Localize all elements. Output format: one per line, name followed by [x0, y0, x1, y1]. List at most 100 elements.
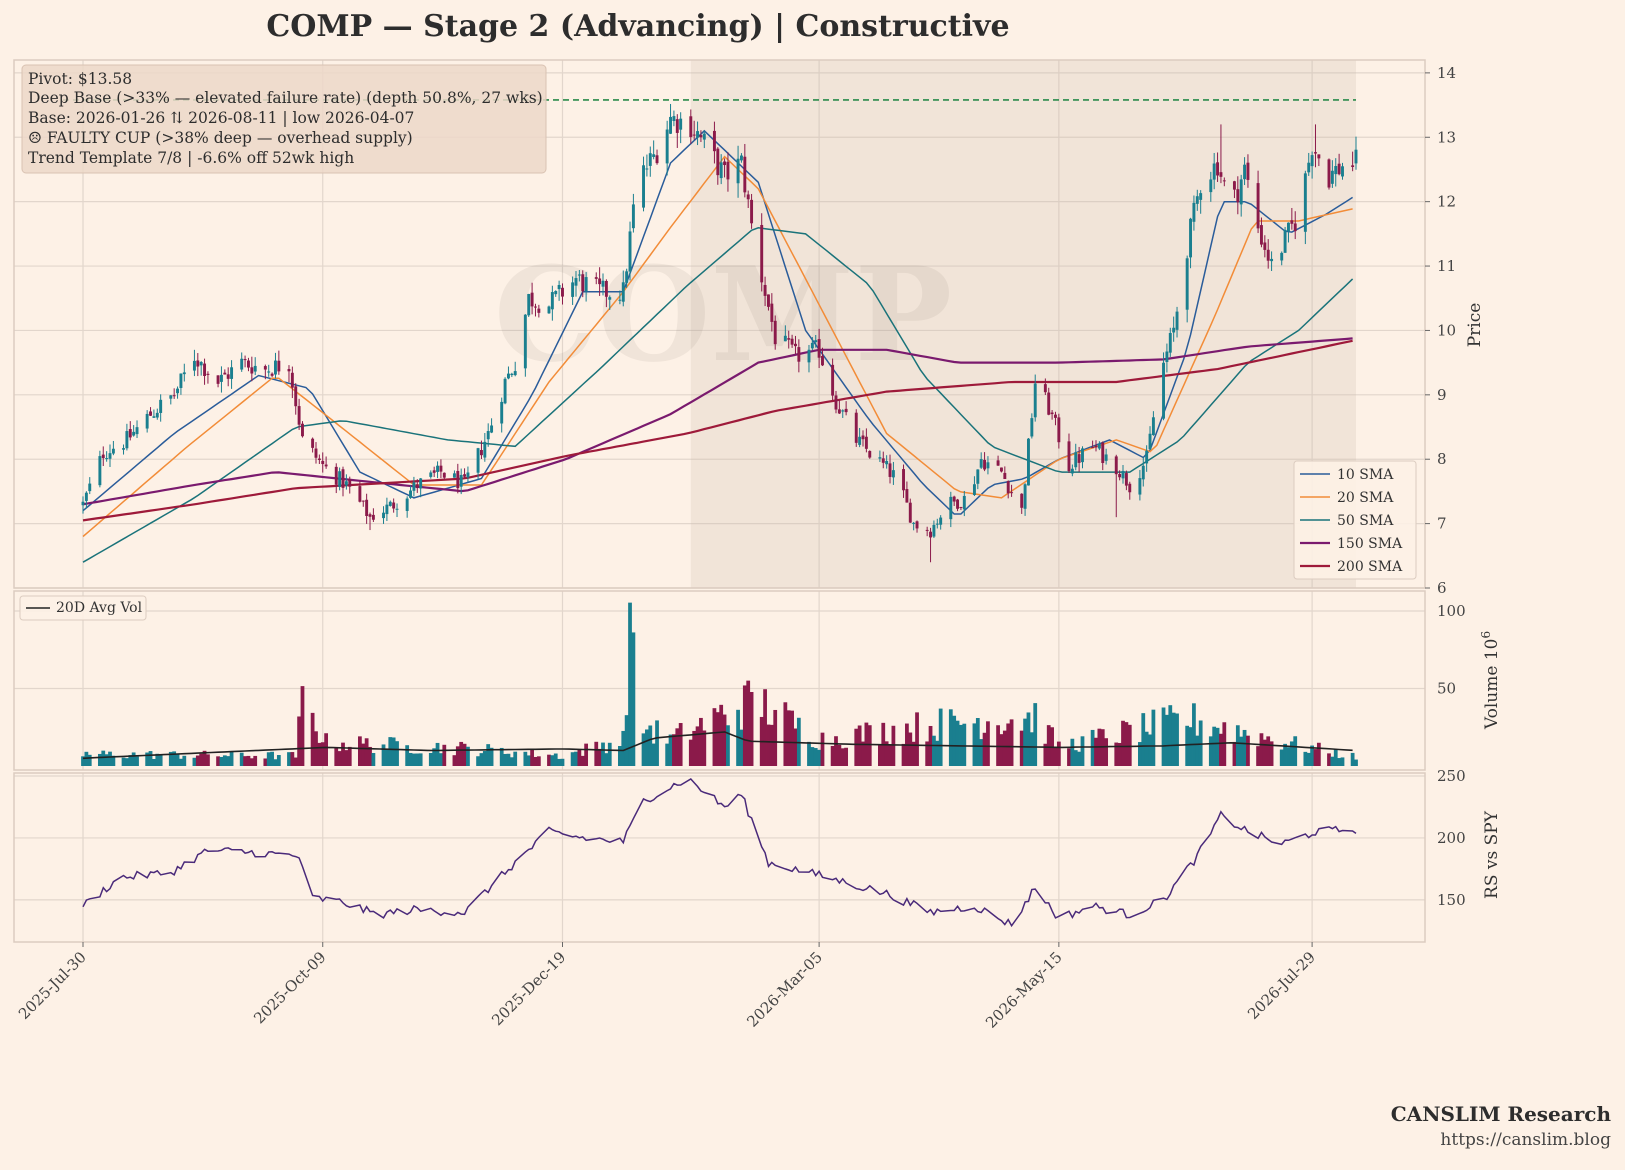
candle-body	[1145, 450, 1149, 464]
volume-bar	[1283, 743, 1287, 766]
candle-body	[1010, 492, 1014, 494]
candle-body	[1091, 447, 1095, 449]
panel-frames	[13, 59, 1426, 943]
candle-body	[844, 408, 848, 413]
volume-bar	[489, 747, 494, 766]
volume-bar	[97, 753, 102, 766]
candle-body	[132, 431, 136, 436]
candle-body	[1148, 433, 1152, 450]
candle-body	[534, 306, 537, 308]
volume-bar	[276, 755, 281, 766]
volume-bar	[135, 756, 139, 766]
candle-body	[527, 294, 531, 316]
volume-bar	[195, 755, 200, 766]
candle-body	[463, 474, 467, 477]
volume-bar	[1259, 733, 1264, 766]
volume-bar	[715, 712, 720, 766]
volume-bar	[807, 741, 811, 766]
volume-bar	[1279, 749, 1284, 766]
candle-body	[196, 360, 200, 367]
volume-bar	[462, 743, 467, 766]
volume-bar	[482, 751, 487, 766]
volume-tick-label: 50	[1437, 680, 1456, 698]
candle-body	[1033, 383, 1037, 418]
volume-bar	[111, 755, 116, 766]
legend-label-20: 20 SMA	[1337, 490, 1394, 506]
volume-bar	[925, 741, 930, 766]
volume-bar	[688, 739, 693, 766]
candle-body	[1030, 418, 1034, 437]
candle-body	[385, 504, 389, 515]
volume-bar	[168, 751, 173, 766]
sma-line-50	[82, 227, 1354, 563]
volume-bar	[594, 741, 599, 766]
volume-bar	[695, 726, 700, 766]
volume-bar	[273, 759, 278, 766]
candle-body	[98, 456, 102, 486]
candle-body	[935, 523, 939, 525]
volume-bar	[499, 747, 504, 766]
volume-bar	[891, 725, 896, 766]
volume-bar	[391, 737, 396, 766]
volume-bar	[1168, 705, 1173, 766]
volume-bar	[996, 725, 1000, 766]
candle-body	[392, 502, 396, 509]
volume-bar	[1124, 722, 1129, 766]
volume-bar	[395, 741, 399, 766]
rs-line	[82, 778, 1357, 928]
candle-body	[226, 374, 230, 379]
volume-bar	[631, 632, 636, 766]
candle-body	[837, 409, 841, 414]
date-tick-label: 2025-Jul-30	[15, 948, 90, 1023]
candle-body	[608, 297, 612, 300]
price-tick-label: 6	[1437, 579, 1447, 597]
volume-bar	[975, 718, 980, 766]
candle-body	[861, 435, 865, 440]
candle-body	[1246, 162, 1250, 180]
volume-bar	[388, 737, 393, 766]
candle-body	[88, 483, 92, 492]
volume-bar	[621, 730, 626, 766]
candle-body	[773, 320, 777, 345]
volume-bar	[1117, 743, 1122, 766]
volume-bar	[128, 755, 133, 766]
candle-body	[169, 395, 173, 399]
volume-bar	[1138, 742, 1142, 766]
candle-body	[459, 474, 463, 487]
price-tick-label: 13	[1437, 128, 1456, 146]
volume-bar	[87, 754, 92, 766]
base-shade	[690, 60, 1356, 588]
candle-body	[365, 499, 369, 516]
price-tick-label: 10	[1437, 321, 1456, 339]
price-tick-label: 12	[1437, 193, 1456, 211]
volume-bar	[1009, 719, 1014, 766]
volume-bar	[1266, 736, 1271, 766]
volume-bar	[1310, 745, 1314, 766]
volume-bar	[381, 744, 386, 766]
volume-bar	[1350, 752, 1355, 766]
volume-bar	[179, 758, 183, 766]
candle-body	[1070, 468, 1074, 474]
candle-body	[267, 371, 271, 373]
info-line-faulty-cup: ☹ FAULTY CUP (>38% deep — overhead suppl…	[28, 129, 413, 147]
candle-body	[409, 490, 412, 498]
candle-body	[199, 362, 203, 366]
price-tick-label: 8	[1437, 450, 1447, 468]
candle-body	[689, 116, 693, 138]
volume-bar	[1303, 751, 1308, 766]
candle-body	[1023, 484, 1027, 509]
candle-body	[341, 469, 345, 488]
volume-bar	[1141, 713, 1146, 766]
candle-body	[513, 371, 517, 376]
volume-bar	[1239, 736, 1244, 766]
candle-body	[344, 481, 348, 486]
volume-bar	[385, 749, 389, 766]
price-axis-label: Price	[1465, 303, 1485, 348]
volume-bar	[412, 753, 416, 766]
candle-body	[574, 278, 578, 286]
volume-bar	[1235, 725, 1240, 766]
volume-bar	[742, 685, 747, 766]
volume-bar	[175, 754, 180, 766]
volume-bar	[1019, 730, 1024, 766]
volume-bar	[199, 753, 204, 766]
